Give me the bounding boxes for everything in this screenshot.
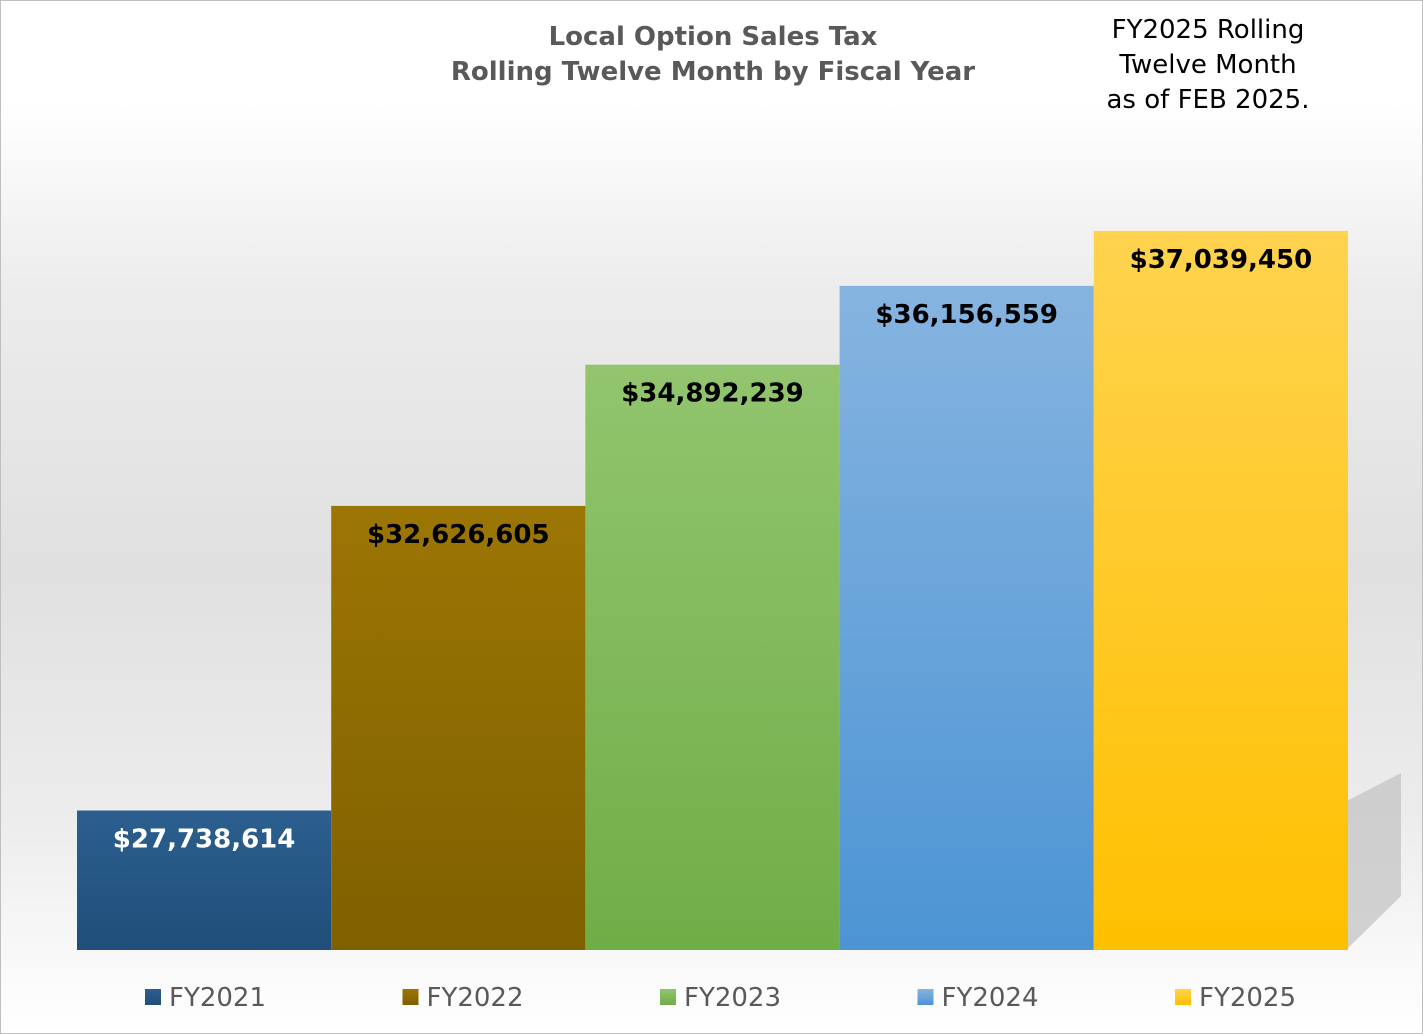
data-label-fy2022: $32,626,605: [367, 520, 550, 550]
bars-group: [77, 230, 1348, 950]
legend-swatch-fy2022: [402, 989, 419, 1005]
legend-label-fy2024: FY2024: [942, 983, 1039, 1013]
chart-wall-shadow: [1347, 773, 1401, 949]
legend-label-fy2025: FY2025: [1199, 983, 1296, 1013]
legend-label-fy2023: FY2023: [684, 983, 781, 1013]
bar-fy2025: [1093, 230, 1348, 950]
chart-title: Local Option Sales Tax: [549, 22, 878, 52]
data-label-fy2021: $27,738,614: [113, 825, 296, 855]
legend-swatch-fy2024: [917, 989, 934, 1005]
bar-fy2023: [585, 364, 840, 950]
bar-fy2022: [331, 505, 586, 950]
legend-label-fy2021: FY2021: [169, 983, 266, 1013]
chart-subtitle: Rolling Twelve Month by Fiscal Year: [451, 57, 975, 87]
legend-label-fy2022: FY2022: [427, 983, 524, 1013]
annotation-line-3: as of FEB 2025.: [1107, 85, 1310, 115]
annotation-line-2: Twelve Month: [1118, 50, 1296, 80]
data-labels-group: $27,738,614 $32,626,605 $34,892,239 $36,156…: [113, 245, 1312, 855]
legend: FY2021 FY2022 FY2023 FY2024 FY2025: [145, 983, 1296, 1013]
bar-fy2024: [839, 285, 1094, 950]
bar-fy2021: [77, 810, 332, 950]
data-label-fy2025: $37,039,450: [1130, 245, 1313, 275]
legend-swatch-fy2021: [145, 989, 161, 1005]
legend-swatch-fy2023: [660, 989, 676, 1005]
data-label-fy2023: $34,892,239: [621, 379, 804, 409]
legend-swatch-fy2025: [1175, 989, 1191, 1005]
annotation-line-1: FY2025 Rolling: [1112, 15, 1305, 45]
data-label-fy2024: $36,156,559: [875, 300, 1058, 330]
